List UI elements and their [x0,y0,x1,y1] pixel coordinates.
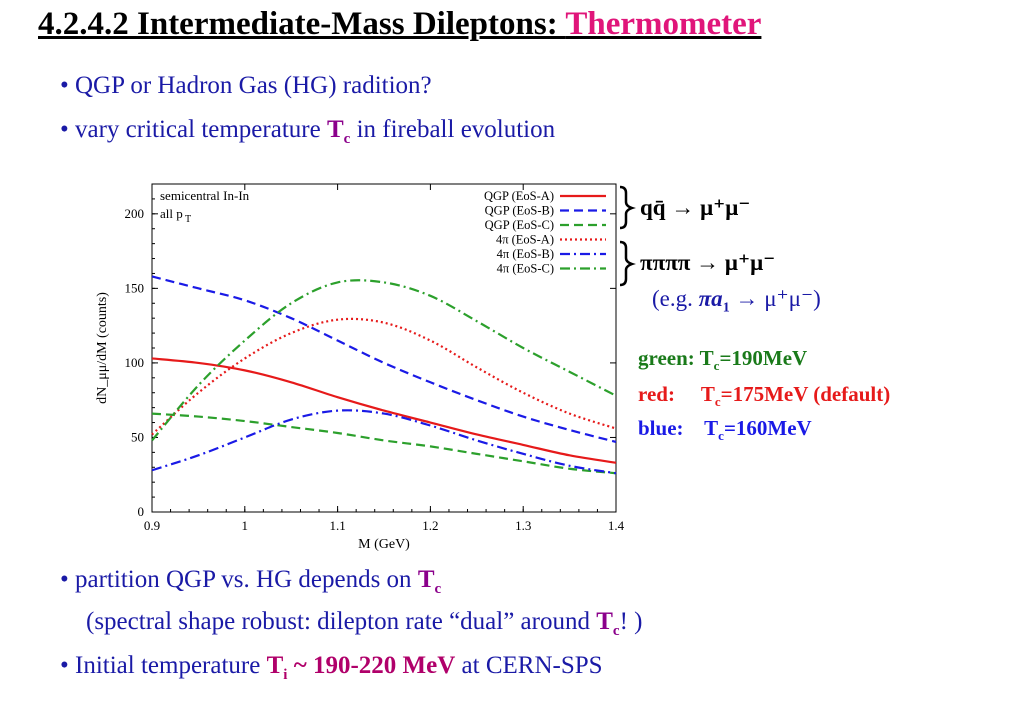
series-line-0 [151,357,617,464]
x-tick-label: 0.9 [144,518,160,533]
bullet-text: • vary critical temperature [60,116,327,143]
x-tick-label: 1.2 [422,518,438,533]
x-tick-label: 1.3 [515,518,531,533]
legend-label-0: QGP (EoS-A) [484,189,554,203]
bullet-text-suffix: in fireball evolution [350,116,556,143]
annotation-qq-to-mumu: qq̄ → μ⁺μ⁻ [640,195,751,220]
annotation-example: (e.g. πa1 → μ⁺μ⁻) [652,286,821,316]
legend-label-5: 4π (EoS-C) [497,262,554,276]
y-tick-label: 50 [131,429,144,444]
plot-annotation-pt-sub: T [185,214,191,225]
legend-label-1: QGP (EoS-B) [485,204,554,218]
legend-label-4: 4π (EoS-B) [497,247,554,261]
brace-qgp [619,185,636,230]
dilepton-spectrum-chart: 0.9 1 1.1 1.2 1.3 1.4 0 50 100 150 200 M (GeV) dN_μμ… [68,156,638,556]
y-tick-label: 200 [125,206,145,221]
bullet-text-suffix: ! ) [619,608,643,635]
ti-value: Ti ~ 190-220 MeV [266,652,456,683]
bullet-partition: • partition QGP vs. HG depends on Tc [60,566,441,598]
x-axis-label: M (GeV) [358,537,410,552]
brace-graphics [619,185,636,287]
series-line-4 [151,409,617,475]
plot-annotation-system: semicentral In-In [160,188,250,203]
tc-legend-red: red: Tc=175MeV (default) [638,382,891,410]
slide-title: 4.2.4.2 Intermediate-Mass Dileptons: The… [38,6,761,43]
brace-hadron [619,240,636,287]
bullet-text: (spectral shape robust: dilepton rate “d… [86,608,597,635]
plot-annotation-pt: all p [160,206,183,221]
series-line-5 [151,279,617,442]
x-tick-label: 1.1 [329,518,345,533]
tc-symbol: Tc [417,566,442,597]
bullet-vary-tc: • vary critical temperature Tc in fireba… [60,116,555,148]
series-line-3 [151,317,617,436]
bullet-spectral-shape: (spectral shape robust: dilepton rate “d… [86,608,643,640]
bullet-text: • Initial temperature [60,652,267,679]
legend-label-2: QGP (EoS-C) [485,218,554,232]
title-highlight: Thermometer [565,6,762,42]
series-line-1 [151,275,617,443]
y-tick-label: 150 [125,280,145,295]
tc-legend-green: green: Tc=190MeV [638,346,808,374]
legend-label-3: 4π (EoS-A) [496,233,554,247]
bullet-text: • partition QGP vs. HG depends on [60,566,418,593]
y-axis-label: dN_μμ/dM (counts) [95,292,110,404]
y-tick-label: 100 [125,355,145,370]
y-tick-label: 0 [138,504,145,519]
bullet-initial-temperature: • Initial temperature Ti ~ 190-220 MeV a… [60,652,603,684]
x-tick-label: 1.4 [608,518,625,533]
title-main: 4.2.4.2 Intermediate-Mass Dileptons: [38,6,566,42]
chart-svg: 0.9 1 1.1 1.2 1.3 1.4 0 50 100 150 200 M (GeV) dN_μμ… [95,183,625,552]
bullet-text-suffix: at CERN-SPS [455,652,603,679]
annotation-4pi-to-mumu: ππππ → μ⁺μ⁻ [640,250,776,275]
x-tick-label: 1 [242,518,249,533]
tc-symbol: Tc [326,116,351,147]
tc-symbol: Tc [596,608,620,639]
bullet-qgp-or-hg: • QGP or Hadron Gas (HG) radition? [60,72,432,100]
bullet-text: • QGP or Hadron Gas (HG) radition? [60,72,432,99]
tc-legend-blue: blue: Tc=160MeV [638,416,812,444]
